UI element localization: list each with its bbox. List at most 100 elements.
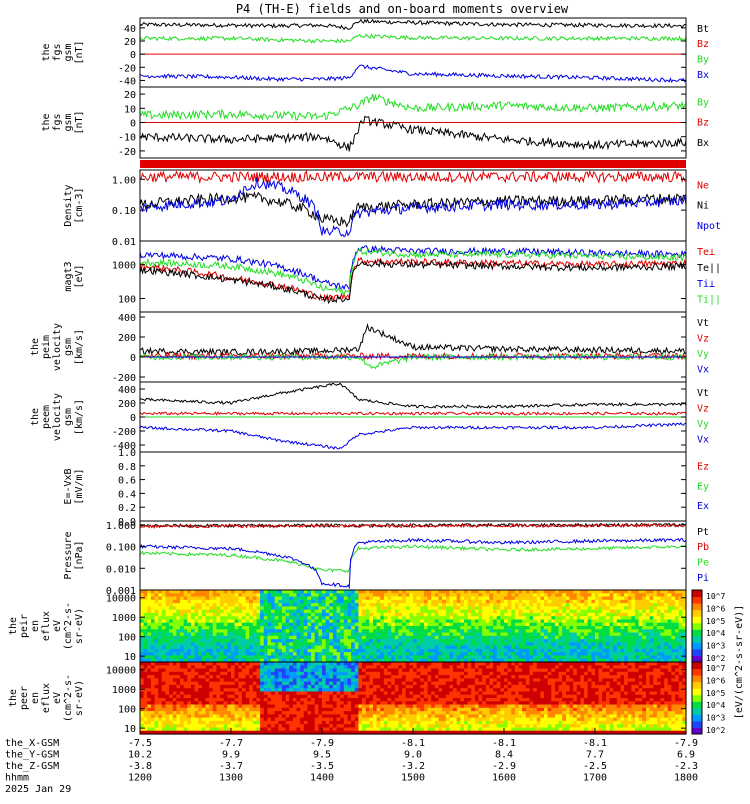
p4-tick-label: 0.01 xyxy=(112,237,136,248)
p7-series-Vt xyxy=(140,383,686,408)
p8-legend: Ez xyxy=(697,462,709,473)
p2-tick-label: -20 xyxy=(118,147,136,158)
p7-series-Vx xyxy=(140,423,686,449)
p5-ylabel-line: magt3 xyxy=(63,261,74,291)
p8-tick-label: 1.0 xyxy=(118,448,136,459)
p7-legend: Vt xyxy=(697,388,709,399)
p2-legend: By xyxy=(697,97,709,108)
p10-ylabel-line: peir xyxy=(19,614,30,638)
p10-colorbar-tick: 10^7 xyxy=(706,592,725,601)
p4-series-Ne xyxy=(140,172,686,183)
p6-ylabel-line: peim xyxy=(41,335,52,359)
p4-ylabel-line: [cm-3] xyxy=(74,187,85,223)
p1-tick-label: -40 xyxy=(118,76,136,87)
p7-ylabel-line: velocity xyxy=(52,393,63,441)
p1-tick-label: 0 xyxy=(130,50,136,61)
p8-tick-label: 0.2 xyxy=(118,503,136,514)
p5-legend: Te|| xyxy=(697,263,721,274)
p9-series-Pi xyxy=(140,539,686,588)
p4-legend: Ni xyxy=(697,201,709,212)
p2-ylabel-line: fgs xyxy=(52,113,63,131)
p10-ylabel-line: eflux xyxy=(41,611,52,641)
p4-ylabel-line: Density xyxy=(63,184,74,226)
p8-tick-label: 0.8 xyxy=(118,462,136,473)
p7-series-Vz xyxy=(140,412,686,415)
p2-series-Bx xyxy=(140,116,686,151)
p1-series-By xyxy=(140,34,686,42)
p6-tick-label: -200 xyxy=(112,373,136,384)
p10-colorbar-swatch xyxy=(692,636,702,643)
p10-ylabel-line: eV xyxy=(52,620,63,632)
p6-ylabel-line: gsm xyxy=(63,338,74,356)
p6-legend: Vz xyxy=(697,334,709,345)
p1-series-Bt xyxy=(140,20,686,30)
p9-legend: Pb xyxy=(697,542,709,553)
p2-ylabel-line: [nT] xyxy=(74,110,85,134)
p1-tick-label: -20 xyxy=(118,63,136,74)
p7-ylabel-line: [km/s] xyxy=(74,399,85,435)
status-bar xyxy=(140,160,686,168)
p8-ylabel-line: [mV/m] xyxy=(74,468,85,504)
p6-tick-label: 0 xyxy=(130,353,136,364)
p2-legend: Bz xyxy=(697,118,709,129)
p10-colorbar-swatch xyxy=(692,590,702,597)
p8-frame xyxy=(140,452,686,521)
p10-colorbar-tick: 10^2 xyxy=(706,654,725,663)
p6-ylabel-line: the xyxy=(30,338,41,356)
p2-tick-label: 20 xyxy=(124,90,136,101)
p9-series-Pe xyxy=(140,545,686,572)
p10-colorbar-swatch xyxy=(692,623,702,630)
p9-legend: Pi xyxy=(697,573,709,584)
p1-ylabel-line: fgs xyxy=(52,43,63,61)
p1-ylabel-line: the xyxy=(41,43,52,61)
p7-ylabel-line: the xyxy=(30,408,41,426)
p10-ylabel-line: (cm^2-s- xyxy=(63,602,74,650)
p6-tick-label: 400 xyxy=(118,313,136,324)
p10-colorbar-swatch xyxy=(692,603,702,610)
p8-tick-label: 0.4 xyxy=(118,489,136,500)
p6-ylabel-line: velocity xyxy=(52,323,63,371)
p10-ylabel-line: en xyxy=(30,620,41,632)
p2-tick-label: 0 xyxy=(130,119,136,130)
p4-tick-label: 1.00 xyxy=(112,175,136,186)
p10-colorbar-swatch xyxy=(692,610,702,617)
p5-tick-label: 100 xyxy=(118,295,136,306)
p5-ylabel-line: [eV] xyxy=(74,264,85,288)
p9-ylabel-line: Pressure xyxy=(63,531,74,579)
p10-tick-label: 10000 xyxy=(106,594,136,605)
p10-colorbar-tick: 10^6 xyxy=(706,604,725,613)
p5-series-Te⊥ xyxy=(140,258,686,301)
p9-tick-label: 0.010 xyxy=(106,564,136,575)
p4-legend: Npot xyxy=(697,221,721,232)
p10-tick-label: 100 xyxy=(118,633,136,644)
p1-ylabel-line: [nT] xyxy=(74,40,85,64)
p7-legend: Vy xyxy=(697,419,709,430)
p6-ylabel-line: [km/s] xyxy=(74,329,85,365)
p7-tick-label: -200 xyxy=(112,427,136,438)
p1-tick-label: 40 xyxy=(124,24,136,35)
p5-legend: Ti⊥ xyxy=(697,279,715,290)
p10-colorbar-swatch xyxy=(692,649,702,656)
p1-legend: By xyxy=(697,54,709,65)
p4-tick-label: 0.10 xyxy=(112,206,136,217)
p1-legend: Bz xyxy=(697,39,709,50)
p6-legend: Vx xyxy=(697,365,709,376)
p10-colorbar-tick: 10^3 xyxy=(706,642,725,651)
p8-legend: Ey xyxy=(697,481,709,492)
p9-legend: Pe xyxy=(697,557,709,568)
p10-colorbar-swatch xyxy=(692,616,702,623)
p10-colorbar-tick: 10^4 xyxy=(706,629,725,638)
p7-tick-label: 400 xyxy=(118,385,136,396)
plot-title: P4 (TH-E) fields and on-board moments ov… xyxy=(236,2,569,16)
p2-tick-label: -10 xyxy=(118,133,136,144)
p2-ylabel-line: the xyxy=(41,113,52,131)
p6-legend: Vy xyxy=(697,349,709,360)
p9-tick-label: 0.100 xyxy=(106,543,136,554)
p9-ylabel-line: [nPa] xyxy=(74,540,85,570)
p1-legend: Bx xyxy=(697,70,709,81)
p6-tick-label: 200 xyxy=(118,333,136,344)
p2-legend: Bx xyxy=(697,138,709,149)
p10-tick-label: 10 xyxy=(124,652,136,663)
p7-ylabel-line: peem xyxy=(41,405,52,429)
